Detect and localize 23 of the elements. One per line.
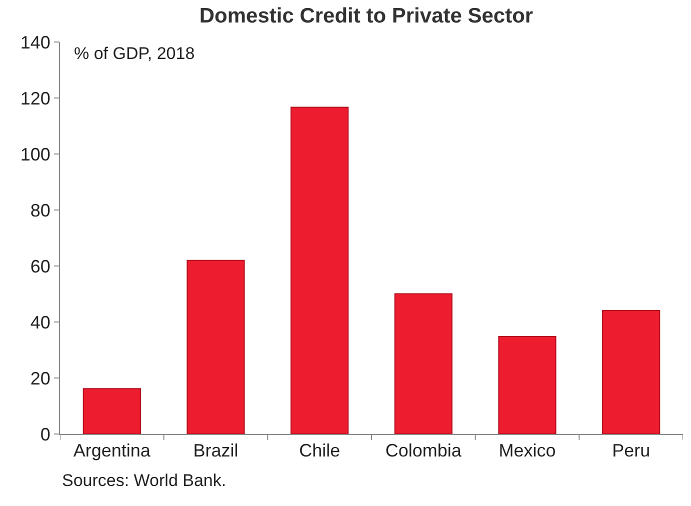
x-tick-label: Colombia [385, 440, 462, 461]
y-tick-label: 100 [20, 144, 50, 164]
x-tick-label: Chile [299, 440, 340, 461]
bar [186, 260, 245, 434]
bar [498, 336, 556, 434]
bar [290, 106, 349, 434]
y-tick-label: 60 [30, 256, 50, 276]
y-tick-label: 140 [20, 32, 50, 52]
bar [602, 310, 660, 434]
x-tick-label: Brazil [193, 440, 238, 461]
x-tick-label: Peru [612, 440, 650, 461]
y-tick-label: 120 [20, 88, 50, 108]
y-tick-label: 0 [40, 424, 50, 444]
y-tick-label: 80 [30, 200, 50, 220]
x-tick-label: Argentina [73, 440, 152, 461]
bar [394, 293, 452, 434]
y-tick-label: 20 [30, 368, 50, 388]
x-tick-label: Mexico [498, 440, 556, 461]
source-note: Sources: World Bank. [62, 471, 226, 490]
annotation: % of GDP, 2018 [74, 44, 195, 63]
bar [82, 388, 141, 434]
chart-title: Domestic Credit to Private Sector [199, 4, 534, 28]
y-tick-label: 40 [30, 312, 50, 332]
